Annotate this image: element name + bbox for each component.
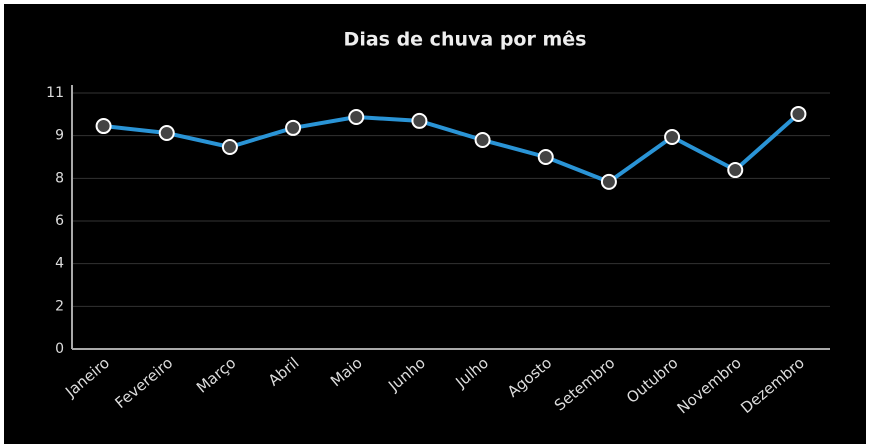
point [348, 108, 365, 125]
chart-title: Dias de chuva por mês [344, 29, 587, 51]
point [727, 162, 744, 179]
y-tick-label: 9 [55, 128, 64, 144]
point [664, 128, 681, 145]
y-tick-label: 8 [55, 170, 64, 186]
point [790, 105, 807, 122]
point [221, 138, 238, 155]
point [285, 119, 302, 136]
y-tick-label: 4 [55, 256, 64, 272]
point [474, 132, 491, 149]
line [103, 112, 800, 184]
y-tick-label: 6 [55, 213, 64, 229]
point [600, 173, 617, 190]
point [95, 118, 112, 135]
point [411, 112, 428, 129]
background [4, 4, 866, 444]
y-tick-label: 2 [55, 298, 64, 314]
point [537, 149, 554, 165]
y-tick-label: 0 [55, 341, 64, 357]
point [158, 125, 175, 142]
y-tick-label: 11 [46, 85, 64, 101]
